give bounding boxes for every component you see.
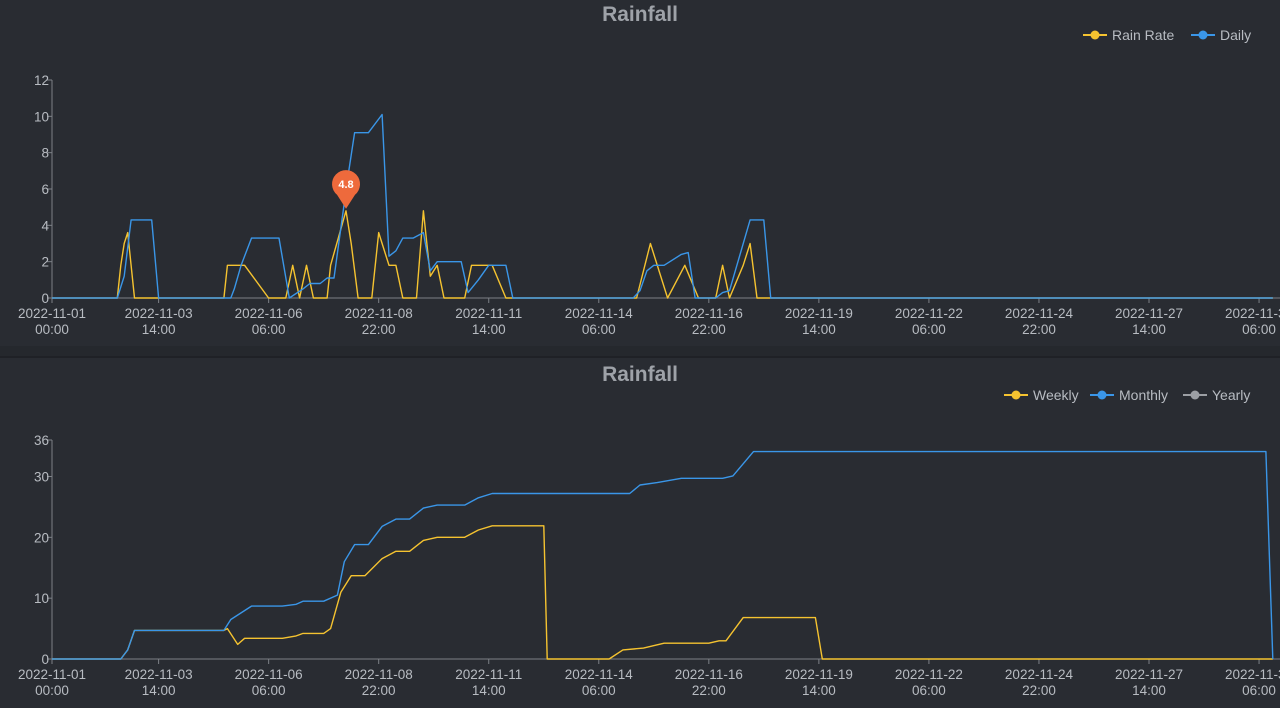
x-tick-label: 2022-11-08 22:00 bbox=[345, 667, 413, 698]
legend-item-yearly[interactable]: Yearly bbox=[1183, 387, 1250, 403]
x-tick-label: 2022-11-06 06:00 bbox=[235, 306, 303, 337]
y-tick-label: 4 bbox=[41, 218, 49, 233]
legend-dot bbox=[1198, 30, 1208, 40]
panel-divider bbox=[0, 346, 1280, 356]
legend-item-weekly[interactable]: Weekly bbox=[1004, 387, 1079, 403]
y-tick-label: 20 bbox=[34, 530, 49, 545]
rainfall-cumulative-panel: Rainfall 0 10 20 30 36 2022-11-01 00:00 2022-11… bbox=[0, 356, 1280, 708]
rainfall-chart-top: Rainfall 0 2 4 6 8 10 12 2022-11-01 00:00 2022-11… bbox=[18, 3, 1280, 337]
legend-dot bbox=[1190, 390, 1200, 400]
x-tick-label: 2022-11-3006:00 bbox=[1225, 667, 1280, 698]
rainfall-rate-daily-panel: Rainfall 0 2 4 6 8 10 12 2022-11-01 00:00 2022-11… bbox=[0, 0, 1280, 346]
legend-label: Daily bbox=[1220, 27, 1251, 43]
y-tick-label: 10 bbox=[34, 109, 49, 124]
y-tick-label: 10 bbox=[34, 591, 49, 606]
x-tick-label: 2022-11-08 22:00 bbox=[345, 306, 413, 337]
legend-label: Monthly bbox=[1119, 387, 1168, 403]
x-tick-label: 2022-11-06 06:00 bbox=[235, 667, 303, 698]
series-line-daily[interactable] bbox=[52, 113, 1273, 299]
x-tick-label: 2022-11-03 14:00 bbox=[125, 306, 193, 337]
x-tick-label: 2022-11-11 14:00 bbox=[455, 667, 522, 698]
legend-dot bbox=[1097, 390, 1107, 400]
y-tick-label: 6 bbox=[41, 182, 49, 197]
x-tick-label: 2022-11-19 14:00 bbox=[785, 667, 853, 698]
legend-dot bbox=[1090, 30, 1100, 40]
x-tick-label: 2022-11-14 06:00 bbox=[565, 667, 634, 698]
x-tick-label: 2022-11-19 14:00 bbox=[785, 306, 853, 337]
legend-item-rain-rate[interactable]: Rain Rate bbox=[1083, 27, 1174, 43]
x-tick-label: 2022-11-24 22:00 bbox=[1005, 667, 1074, 698]
legend-item-daily[interactable]: Daily bbox=[1191, 27, 1251, 43]
rainfall-chart-bottom: Rainfall 0 10 20 30 36 2022-11-01 00:00 2022-11… bbox=[18, 363, 1280, 698]
y-tick-label: 2 bbox=[41, 255, 49, 270]
y-tick-label: 8 bbox=[41, 146, 49, 161]
chart-title: Rainfall bbox=[602, 363, 678, 386]
chart-title: Rainfall bbox=[602, 3, 678, 26]
series-line-weekly[interactable] bbox=[52, 525, 1273, 660]
legend-label: Yearly bbox=[1212, 387, 1250, 403]
x-tick-label: 2022-11-22 06:00 bbox=[895, 667, 963, 698]
x-tick-label: 2022-11-22 06:00 bbox=[895, 306, 963, 337]
marker-label: 4.8 bbox=[338, 179, 353, 191]
x-tick-label: 2022-11-01 00:00 bbox=[18, 667, 86, 698]
series-line-rain-rate[interactable] bbox=[52, 210, 1273, 299]
x-tick-label: 2022-11-01 00:00 bbox=[18, 306, 86, 337]
y-tick-label: 36 bbox=[34, 433, 49, 448]
legend-label: Rain Rate bbox=[1112, 27, 1174, 43]
legend-item-monthly[interactable]: Monthly bbox=[1090, 387, 1168, 403]
legend-label: Weekly bbox=[1033, 387, 1079, 403]
x-tick-label: 2022-11-03 14:00 bbox=[125, 667, 193, 698]
x-tick-label: 2022-11-27 14:00 bbox=[1115, 306, 1183, 337]
x-tick-label: 2022-11-16 22:00 bbox=[675, 306, 743, 337]
series-line-monthly[interactable] bbox=[52, 450, 1274, 660]
y-tick-label: 0 bbox=[41, 291, 49, 306]
legend-dot bbox=[1011, 390, 1021, 400]
max-value-marker[interactable]: 4.8 bbox=[332, 170, 361, 209]
y-tick-label: 12 bbox=[34, 73, 49, 88]
y-tick-label: 30 bbox=[34, 470, 49, 485]
x-tick-label: 2022-11-14 06:00 bbox=[565, 306, 634, 337]
x-tick-label: 2022-11-3006:00 bbox=[1225, 306, 1280, 337]
x-tick-label: 2022-11-11 14:00 bbox=[455, 306, 522, 337]
x-tick-label: 2022-11-16 22:00 bbox=[675, 667, 743, 698]
x-tick-label: 2022-11-27 14:00 bbox=[1115, 667, 1183, 698]
y-tick-label: 0 bbox=[41, 652, 49, 667]
x-tick-label: 2022-11-24 22:00 bbox=[1005, 306, 1074, 337]
